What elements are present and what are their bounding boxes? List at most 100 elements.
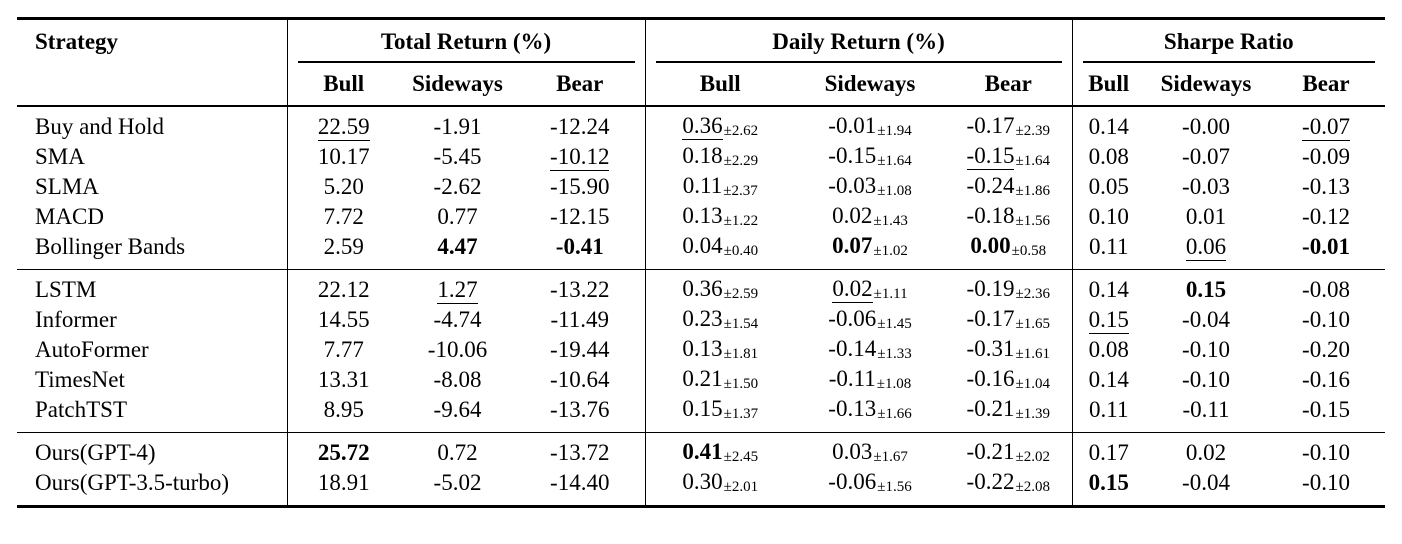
value: 0.36 xyxy=(682,113,723,140)
sharpe-sideways-header: Sideways xyxy=(1160,70,1252,96)
value: -0.07 xyxy=(1302,113,1350,141)
cell-sharpe-bear: -0.10 xyxy=(1267,305,1385,335)
value: -2.62 xyxy=(433,173,482,199)
value: 7.77 xyxy=(323,336,364,362)
value: -0.04 xyxy=(1182,469,1230,495)
cell-daily_return-bull: 0.412.45 xyxy=(644,432,795,468)
cmidrule xyxy=(655,61,1062,63)
value: 8.95 xyxy=(323,396,364,422)
cell-daily_return-bear: -0.171.65 xyxy=(945,305,1072,335)
cell-total_return-bull: 8.95 xyxy=(286,394,400,432)
value: -1.91 xyxy=(433,113,482,139)
strategy-header-label: Strategy xyxy=(35,29,119,54)
value: -13.22 xyxy=(550,276,610,302)
value: -0.10 xyxy=(1302,306,1350,332)
strategy-name-cell: TimesNet xyxy=(35,366,125,392)
cell-sharpe-sideways: -0.04 xyxy=(1145,468,1267,507)
cell-daily_return-bear: -0.212.02 xyxy=(945,432,1072,468)
std-dev-value: 1.61 xyxy=(1015,346,1049,362)
sharpe-label: Sharpe Ratio xyxy=(1163,29,1294,54)
cell-daily_return-bull: 0.302.01 xyxy=(644,467,795,506)
value: -0.15 xyxy=(1302,396,1350,422)
total-return-bull-header: Bull xyxy=(286,62,400,106)
strategy-name-cell: MACD xyxy=(35,203,105,229)
cell-daily_return-bull: 0.362.59 xyxy=(644,269,795,305)
cell-sharpe-sideways: -0.00 xyxy=(1145,106,1267,142)
cell-total_return-sideways: -10.06 xyxy=(400,335,515,365)
cell-total_return-bull: 5.20 xyxy=(286,171,400,202)
daily-return-sideways-header: Sideways xyxy=(824,70,916,96)
daily-return-bull-header: Bull xyxy=(644,62,795,106)
value: 22.12 xyxy=(317,276,370,302)
std-dev-value: 1.86 xyxy=(1015,183,1049,199)
value: -0.11 xyxy=(1182,396,1230,422)
total-return-label: Total Return (%) xyxy=(380,29,552,54)
value: 2.59 xyxy=(323,233,364,259)
value: 0.17 xyxy=(1088,439,1129,465)
std-dev-value: 0.58 xyxy=(1012,243,1046,259)
value: -0.15 xyxy=(966,143,1015,170)
cell-sharpe-bear: -0.09 xyxy=(1267,142,1385,172)
value: -0.10 xyxy=(1182,366,1230,392)
value: 0.72 xyxy=(437,439,478,465)
cell-daily_return-bear: -0.192.36 xyxy=(945,269,1072,305)
cell-sharpe-sideways: 0.01 xyxy=(1145,202,1267,232)
value: -0.14 xyxy=(828,336,877,361)
table-header: Strategy Total Return (%) Daily Return (… xyxy=(17,18,1386,106)
std-dev-value: 1.33 xyxy=(877,346,911,362)
std-dev-value: 1.08 xyxy=(877,183,911,199)
cell-sharpe-bull: 0.14 xyxy=(1071,269,1145,305)
cell-sharpe-bear: -0.10 xyxy=(1267,432,1385,468)
value: 18.91 xyxy=(317,469,370,495)
std-dev-value: 1.39 xyxy=(1015,406,1049,422)
value: -0.10 xyxy=(1302,439,1350,465)
value: -0.18 xyxy=(966,203,1015,228)
cell-total_return-bear: -13.76 xyxy=(515,395,645,433)
cell-sharpe-bull: 0.17 xyxy=(1071,432,1145,468)
value: 0.36 xyxy=(682,276,723,301)
cell-total_return-sideways: -4.74 xyxy=(400,305,515,335)
strategy-name-cell: SLMA xyxy=(35,173,99,199)
value: -10.06 xyxy=(427,336,488,362)
value: -0.41 xyxy=(555,233,604,259)
total-return-group-header: Total Return (%) xyxy=(286,18,645,63)
std-dev-value: 1.56 xyxy=(877,479,911,495)
value: -13.76 xyxy=(550,396,610,422)
table-row: Informer14.55-4.74-11.490.231.54-0.061.4… xyxy=(17,304,1385,335)
std-dev-value: 1.50 xyxy=(724,376,758,392)
cell-daily_return-bear: -0.311.61 xyxy=(945,335,1072,365)
std-dev-value: 2.59 xyxy=(724,286,758,302)
cell-sharpe-sideways: -0.03 xyxy=(1145,172,1267,202)
cell-daily_return-sideways: -0.151.64 xyxy=(795,142,945,172)
value: -0.22 xyxy=(966,469,1015,494)
cell-total_return-sideways: -2.62 xyxy=(400,172,515,202)
table-row: Ours(GPT-4)25.720.72-13.720.412.450.031.… xyxy=(17,432,1385,468)
value: -0.04 xyxy=(1182,306,1230,332)
cell-daily_return-bear: -0.151.64 xyxy=(945,142,1072,172)
value: -5.02 xyxy=(433,469,482,495)
value: -19.44 xyxy=(550,336,610,362)
value: -0.06 xyxy=(828,469,877,494)
table-row: SMA10.17-5.45-10.120.182.29-0.151.64-0.1… xyxy=(17,141,1385,172)
value: -0.17 xyxy=(966,113,1015,138)
std-dev-value: 1.56 xyxy=(1015,213,1049,229)
value: 0.08 xyxy=(1088,336,1129,362)
strategy-name-cell: Ours(GPT-3.5-turbo) xyxy=(35,469,229,495)
cell-sharpe-bull: 0.11 xyxy=(1071,394,1145,432)
value: -4.74 xyxy=(433,306,482,332)
daily-return-group-header: Daily Return (%) xyxy=(644,18,1072,63)
value: -15.90 xyxy=(550,173,610,199)
sharpe-bull-header: Bull xyxy=(1071,62,1145,106)
cell-total_return-bear: -10.12 xyxy=(515,142,645,172)
cell-daily_return-bull: 0.131.22 xyxy=(644,201,795,232)
std-dev-value: 1.22 xyxy=(724,213,758,229)
value: -0.13 xyxy=(828,396,877,421)
value: -8.08 xyxy=(433,366,482,392)
cell-daily_return-sideways: 0.021.43 xyxy=(795,202,945,232)
value: -0.21 xyxy=(966,439,1015,464)
value: -0.24 xyxy=(966,173,1015,198)
value: 0.14 xyxy=(1088,276,1129,302)
cell-sharpe-bull: 0.15 xyxy=(1071,304,1145,335)
sharpe-group-header: Sharpe Ratio xyxy=(1071,18,1386,63)
cell-sharpe-bear: -0.13 xyxy=(1267,172,1385,202)
